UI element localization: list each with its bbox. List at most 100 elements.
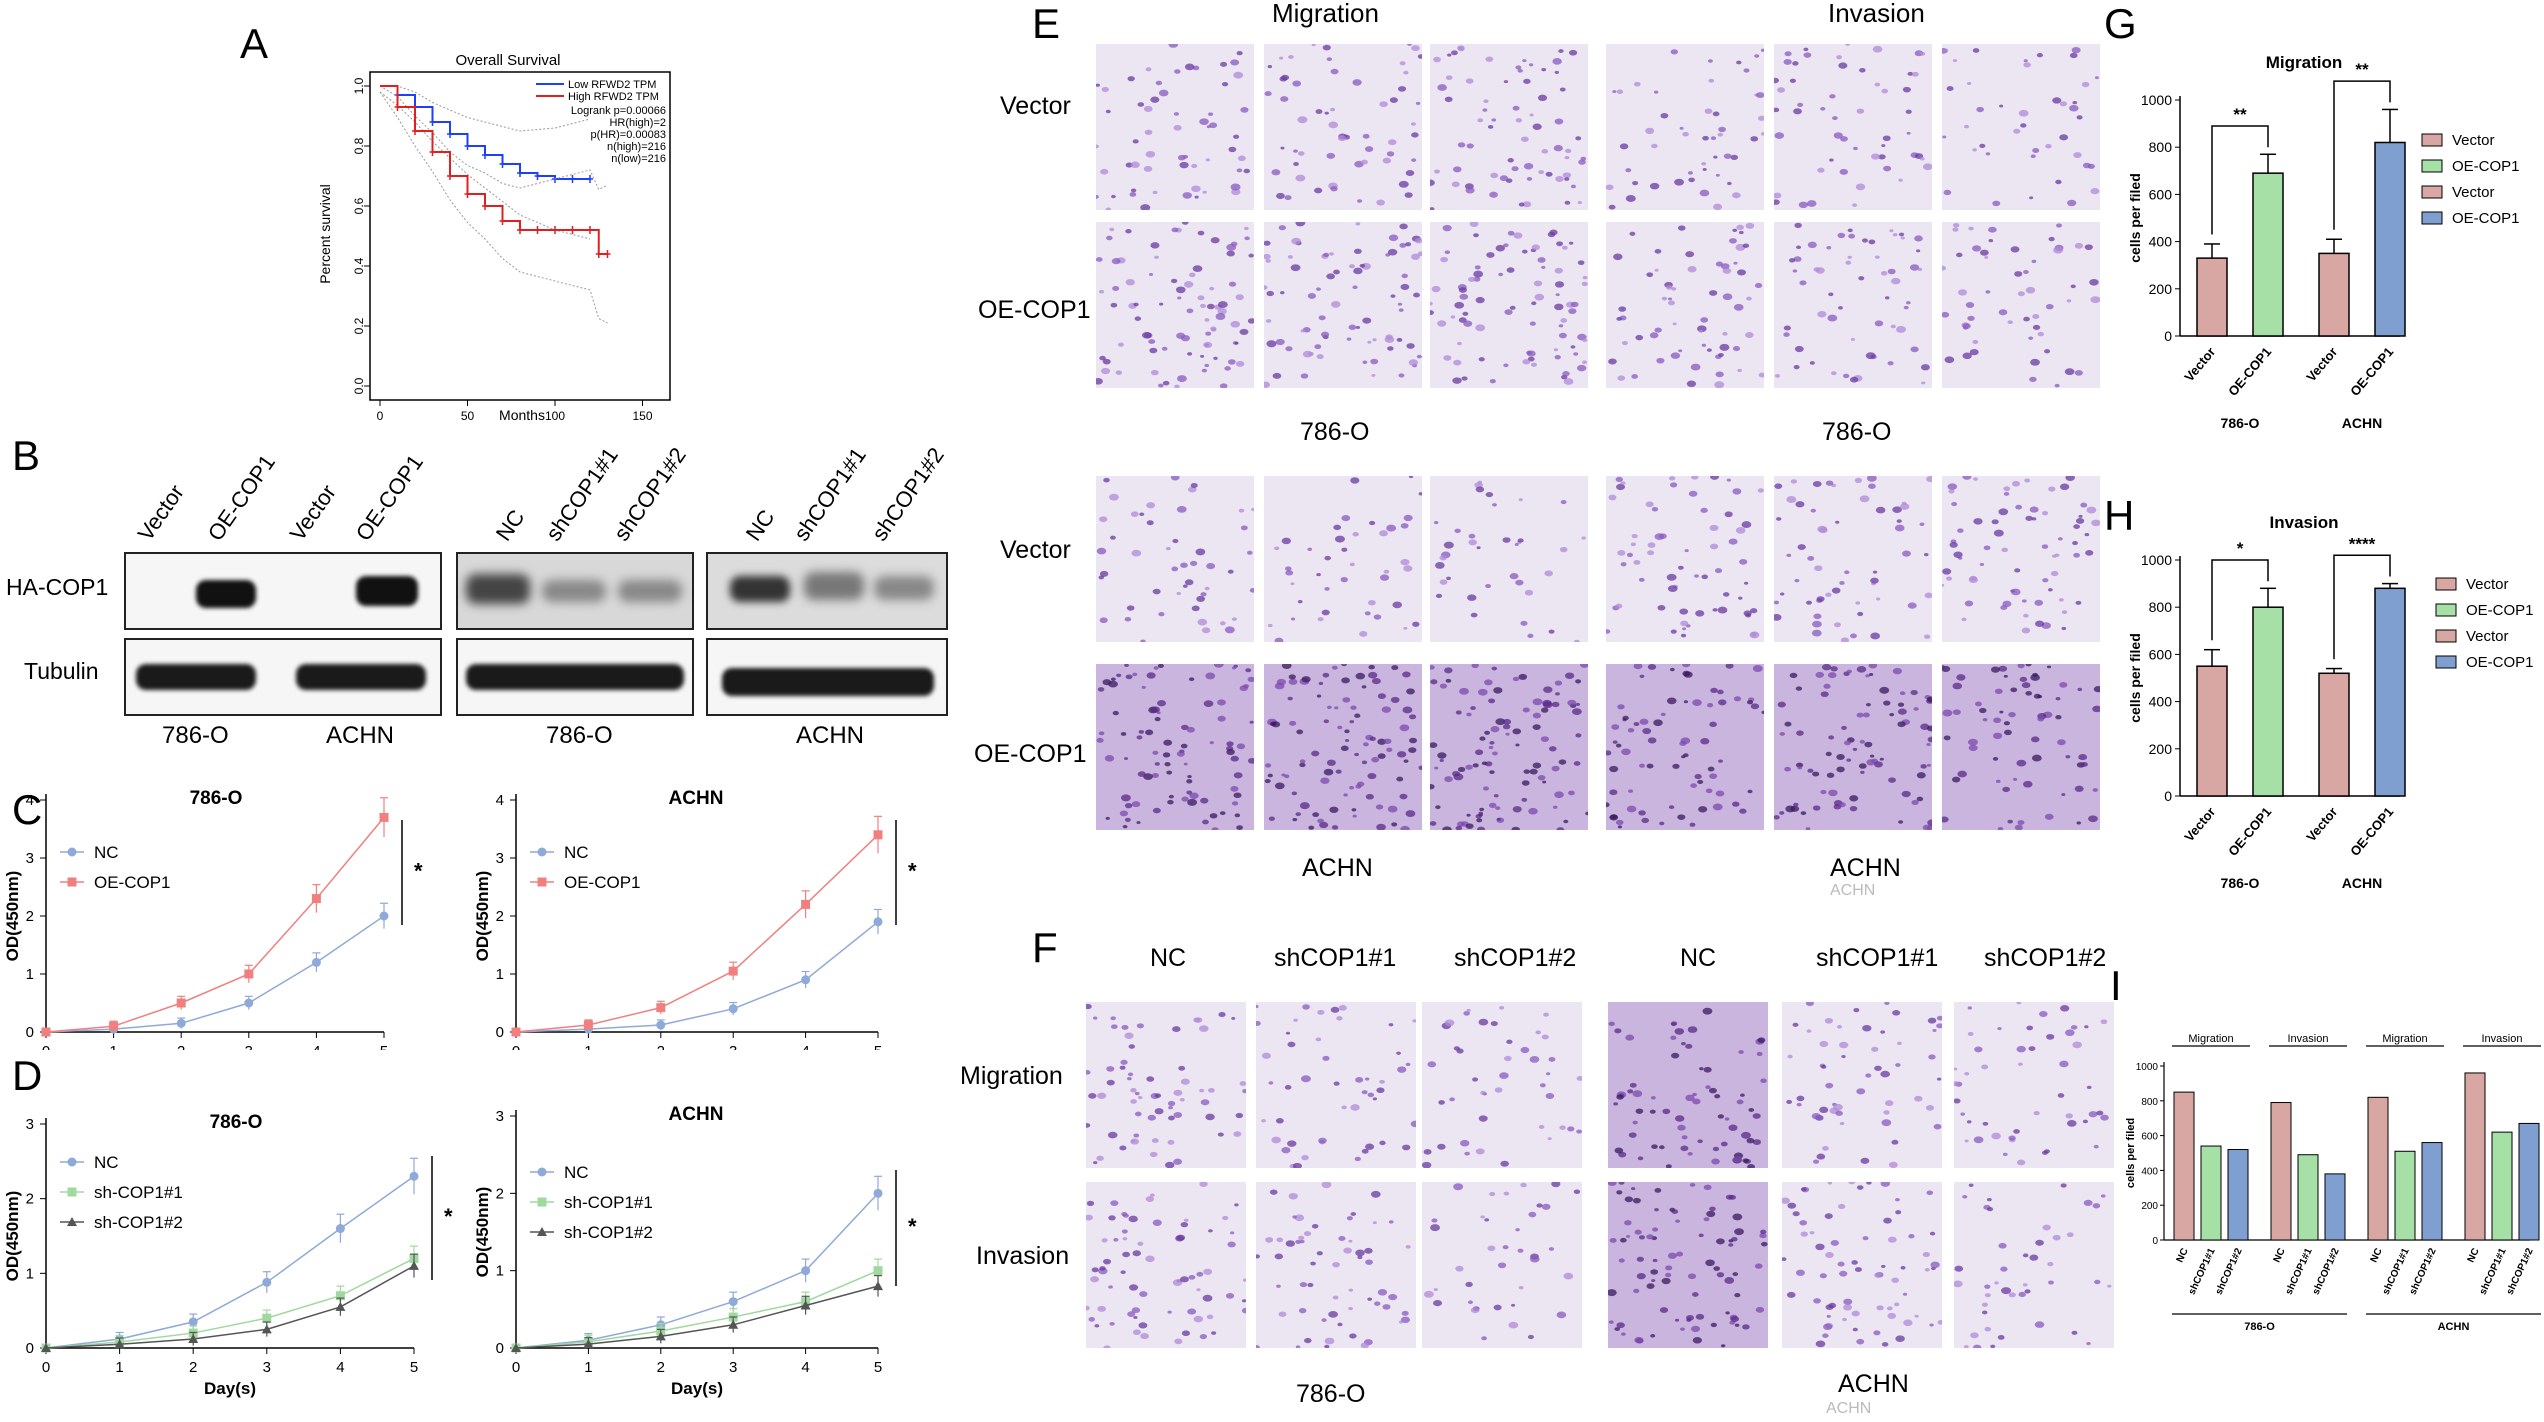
cell-stain xyxy=(1149,1151,1158,1158)
cell-stain xyxy=(1515,1228,1520,1232)
cell-stain xyxy=(1337,1322,1343,1327)
x-tick-label: 0 xyxy=(42,1043,50,1050)
cell-stain xyxy=(1341,664,1347,667)
cell-stain xyxy=(1738,596,1743,600)
cell-stain xyxy=(1683,700,1689,704)
cell-stain xyxy=(1536,1203,1543,1208)
cell-stain xyxy=(1629,231,1636,236)
cell-stain xyxy=(1777,701,1786,708)
cell-stain xyxy=(1477,118,1484,123)
cell-stain xyxy=(1889,229,1894,233)
cell-stain xyxy=(1387,248,1398,256)
cell-stain xyxy=(1108,1215,1116,1221)
cell-stain xyxy=(1479,807,1485,812)
cell-stain xyxy=(1963,124,1970,129)
cell-stain xyxy=(1248,253,1254,258)
cell-stain xyxy=(1981,1302,1988,1307)
cell-stain xyxy=(1360,159,1368,165)
cell-stain xyxy=(1217,715,1226,722)
cell-stain xyxy=(1732,1272,1739,1277)
y-tick-label: 2 xyxy=(496,908,504,925)
cell-stain xyxy=(1152,1219,1162,1226)
cell-stain xyxy=(1105,816,1110,820)
cell-stain xyxy=(1136,1023,1144,1029)
cell-stain xyxy=(1281,664,1292,670)
cell-stain xyxy=(1403,565,1413,572)
cell-stain xyxy=(1606,184,1614,191)
cell-stain xyxy=(1488,802,1497,808)
cell-stain xyxy=(2048,236,2055,242)
cell-stain xyxy=(1317,617,1324,622)
cell-stain xyxy=(1651,1279,1656,1282)
cell-stain xyxy=(2073,524,2080,529)
row-label: Vector xyxy=(1000,92,1071,120)
cell-stain xyxy=(1233,71,1244,79)
cell-stain xyxy=(1548,1247,1555,1251)
cell-stain xyxy=(1756,92,1764,99)
cell-stain xyxy=(1152,588,1161,595)
cell-stain xyxy=(1521,780,1530,786)
cell-stain xyxy=(1398,1320,1404,1324)
cell-stain xyxy=(2016,1159,2026,1166)
cell-stain xyxy=(1567,699,1577,707)
cell-stain xyxy=(1264,240,1271,246)
row-label-ha-cop1: HA-COP1 xyxy=(6,574,109,600)
cell-stain xyxy=(1399,793,1408,800)
cell-stain xyxy=(1774,614,1782,621)
cell-stain xyxy=(1621,340,1628,346)
cell-stain xyxy=(1942,568,1952,575)
cell-stain xyxy=(1101,367,1111,375)
cell-stain xyxy=(1456,821,1465,827)
cell-stain xyxy=(1200,797,1209,804)
cell-stain xyxy=(1141,685,1146,689)
cell-stain xyxy=(1554,70,1560,74)
y-tick-label: 0 xyxy=(26,1024,34,1041)
cell-stain xyxy=(1280,146,1285,150)
cell-stain xyxy=(1967,315,1975,321)
cell-stain xyxy=(1564,177,1570,181)
cell-stain xyxy=(1879,686,1890,694)
cell-stain xyxy=(1705,1259,1715,1267)
cell-stain xyxy=(1457,45,1465,51)
cell-stain xyxy=(1746,1137,1755,1144)
cell-stain xyxy=(1132,139,1139,144)
cell-stain xyxy=(1564,155,1570,160)
legend-label: sh-COP1#2 xyxy=(94,1213,183,1232)
cell-stain xyxy=(1954,1265,1964,1272)
cell-stain xyxy=(1621,748,1631,756)
cell-stain xyxy=(1895,1210,1902,1215)
cell-stain xyxy=(1635,1108,1644,1114)
cell-stain xyxy=(1475,749,1484,756)
cell-stain xyxy=(1699,189,1710,197)
cell-stain xyxy=(2003,674,2008,678)
cell-stain xyxy=(1088,1317,1096,1322)
cell-stain xyxy=(1132,672,1138,677)
cell-stain xyxy=(1878,154,1886,160)
y-tick-label: 200 xyxy=(2149,741,2173,757)
cell-stain xyxy=(1554,680,1563,686)
cell-stain xyxy=(1943,735,1951,741)
cell-stain xyxy=(1707,766,1715,772)
chart-title: ACHN xyxy=(669,788,724,809)
cell-stain xyxy=(1152,807,1161,814)
cell-stain xyxy=(1318,1137,1327,1144)
cell-stain xyxy=(1626,805,1637,813)
cell-stain xyxy=(2086,506,2097,514)
blot-band xyxy=(804,572,864,600)
cell-stain xyxy=(1396,776,1404,782)
cell-stain xyxy=(1538,170,1545,175)
cell-stain xyxy=(1895,1335,1905,1343)
cell-stain xyxy=(1760,48,1764,52)
cell-stain xyxy=(1180,334,1190,342)
cell-stain xyxy=(1137,1241,1144,1246)
cell-stain xyxy=(1685,1043,1693,1049)
cell-stain xyxy=(1681,664,1691,668)
cell-stain xyxy=(1293,149,1298,153)
micrograph-image xyxy=(1096,222,1254,388)
cell-stain xyxy=(1689,1183,1696,1187)
cell-stain xyxy=(1881,1264,1886,1268)
transwell-micrograph xyxy=(1430,44,1588,210)
cell-stain xyxy=(1924,592,1932,599)
cell-stain xyxy=(1359,263,1366,268)
cell-stain xyxy=(1606,629,1611,634)
